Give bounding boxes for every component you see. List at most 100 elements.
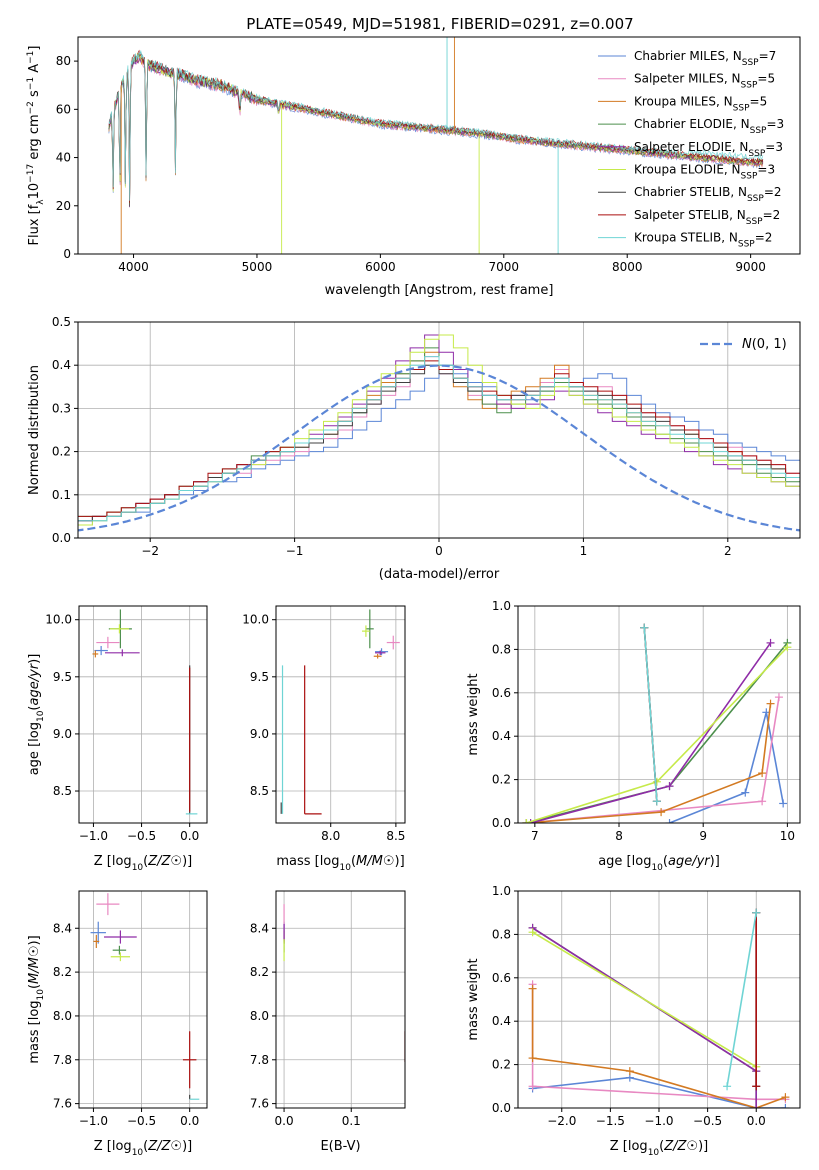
y-tick-label: 7.8 <box>53 1053 72 1067</box>
errorbar-point-chabrier-elodie <box>112 945 127 955</box>
y-tick-label: 1.0 <box>492 884 511 898</box>
y-tick-label: 0.0 <box>52 531 71 545</box>
x-tick-label: 9 <box>699 829 707 843</box>
y-tick-label: 0.5 <box>52 315 71 329</box>
y-tick-label: 8.2 <box>250 965 269 979</box>
weight-line <box>530 642 772 823</box>
spectrum-line <box>108 51 764 207</box>
y-tick-label: 7.6 <box>53 1097 72 1111</box>
errorbar-point-kroupa-miles <box>92 650 99 658</box>
x-tick-label: −2 <box>141 544 159 558</box>
y-axis-label: mass [log10(M/M☉)] <box>27 935 46 1063</box>
y-axis-label: Flux [fλ10−17 erg cm−2 s−1 A−1] <box>26 46 46 246</box>
y-axis-label: mass weight <box>466 958 481 1040</box>
legend-entry: Salpeter STELIB, NSSP=2 <box>634 208 780 227</box>
y-tick-label: 8.2 <box>53 965 72 979</box>
x-tick-label: −1.0 <box>79 1114 108 1128</box>
weight-series-kroupa-miles <box>522 699 775 823</box>
x-axis-label: Z [log10(Z/Z☉)] <box>610 1139 708 1158</box>
x-tick-label: 8.0 <box>321 829 340 843</box>
x-tick-label: 10 <box>780 829 795 843</box>
y-tick-label: 8.5 <box>53 784 72 798</box>
errorbar-point-kroupa-elodie <box>110 952 131 962</box>
weight-line <box>526 703 772 823</box>
errorbar-point-kroupa-elodie <box>362 625 370 637</box>
y-tick-label: 0.1 <box>52 488 71 502</box>
errorbar-point-salpeter-elodie <box>104 649 140 657</box>
plot-area-age_vs_mass <box>280 609 400 815</box>
legend-entry: Kroupa STELIB, NSSP=2 <box>634 231 772 250</box>
x-axis-label: (data-model)/error <box>379 567 500 582</box>
weight-series-kroupa-stelib <box>723 908 761 1091</box>
weight-line <box>532 1076 786 1108</box>
x-axis-label: mass [log10(M/M☉)] <box>276 854 404 873</box>
y-tick-label: 0.4 <box>492 729 511 743</box>
y-tick-label: 1.0 <box>492 599 511 613</box>
y-axis-label: age [log10(age/yr)] <box>27 654 46 776</box>
legend-entry: Salpeter MILES, NSSP=5 <box>634 72 775 91</box>
panel-mass_vs_Z: −1.0 −0.5 0.0 7.6 7.8 8.0 8.2 8.4 <box>53 890 208 1128</box>
errorbar-point-chabrier-miles <box>375 648 389 656</box>
y-axis-label: Normed distribution <box>27 365 42 495</box>
histogram-kroupa-stelib <box>78 356 800 538</box>
y-tick-label: 20 <box>56 199 71 213</box>
weight-line <box>669 712 784 823</box>
x-axis-label: E(B-V) <box>320 1139 360 1154</box>
plot-area-age_vs_Z <box>92 609 198 815</box>
legend-entry: Salpeter ELODIE, NSSP=3 <box>634 140 783 159</box>
weight-series-salpeter-stelib <box>752 908 761 1091</box>
y-tick-label: 0.6 <box>492 686 511 700</box>
y-tick-label: 10.0 <box>45 613 72 627</box>
y-tick-label: 0.2 <box>52 445 71 459</box>
legend-entry: Kroupa ELODIE, NSSP=3 <box>634 163 775 182</box>
y-axis-label: mass weight <box>466 673 481 755</box>
panel-age_vs_Z: −1.0 −0.5 0.0 8.5 9.0 9.5 10.0 <box>45 605 208 843</box>
x-tick-label: 9000 <box>735 260 766 274</box>
y-tick-label: 0.8 <box>492 927 511 941</box>
plot-area-weight_vs_Z <box>528 908 790 1108</box>
x-tick-label: −0.5 <box>127 829 156 843</box>
y-tick-label: 8.0 <box>250 1009 269 1023</box>
panel-age_vs_mass: 8.0 8.5 8.5 9.0 9.5 10.0 <box>242 605 406 843</box>
x-tick-label: −0.5 <box>693 1114 722 1128</box>
errorbar-point-salpeter-stelib <box>182 1031 197 1089</box>
plot-area-residuals <box>78 334 800 538</box>
y-tick-label: 40 <box>56 151 71 165</box>
axes-frame <box>275 890 406 1109</box>
weight-series-chabrier-elodie <box>528 923 761 1108</box>
y-tick-label: 8.0 <box>53 1009 72 1023</box>
histogram-salpeter-stelib <box>78 360 800 538</box>
y-tick-label: 0.0 <box>492 1101 511 1115</box>
x-tick-label: 8 <box>615 829 623 843</box>
weight-line <box>532 931 757 1068</box>
weight-series-kroupa-elodie <box>522 643 792 823</box>
x-tick-label: 0.0 <box>275 1114 294 1128</box>
errorbar-point-chabrier-elodie <box>365 609 374 649</box>
x-tick-label: 5000 <box>242 260 273 274</box>
axes-frame <box>77 36 801 255</box>
x-tick-label: −1.0 <box>644 1114 673 1128</box>
weight-series-salpeter-miles <box>522 693 783 823</box>
y-tick-label: 0.0 <box>492 816 511 830</box>
y-tick-label: 80 <box>56 54 71 68</box>
y-tick-label: 0.4 <box>52 358 71 372</box>
x-tick-label: −2.0 <box>547 1114 576 1128</box>
y-tick-label: 9.5 <box>250 670 269 684</box>
y-tick-label: 0 <box>63 247 71 261</box>
x-tick-label: 6000 <box>365 260 396 274</box>
legend-entry: N(0, 1) <box>742 337 787 352</box>
x-tick-label: 0.0 <box>747 1114 766 1128</box>
errorbar-point-salpeter-elodie <box>104 930 137 944</box>
x-tick-label: 0.1 <box>342 1114 361 1128</box>
x-tick-label: −1 <box>286 544 304 558</box>
y-tick-label: 10.0 <box>242 613 269 627</box>
errorbar-point-kroupa-miles <box>373 653 382 659</box>
histogram-kroupa-miles <box>78 351 800 538</box>
weight-line <box>526 696 780 823</box>
y-tick-label: 9.0 <box>53 727 72 741</box>
y-tick-label: 7.6 <box>250 1097 269 1111</box>
x-tick-label: 2 <box>724 544 732 558</box>
x-tick-label: 7000 <box>489 260 520 274</box>
figure-title: PLATE=0549, MJD=51981, FIBERID=0291, z=0… <box>246 15 633 33</box>
